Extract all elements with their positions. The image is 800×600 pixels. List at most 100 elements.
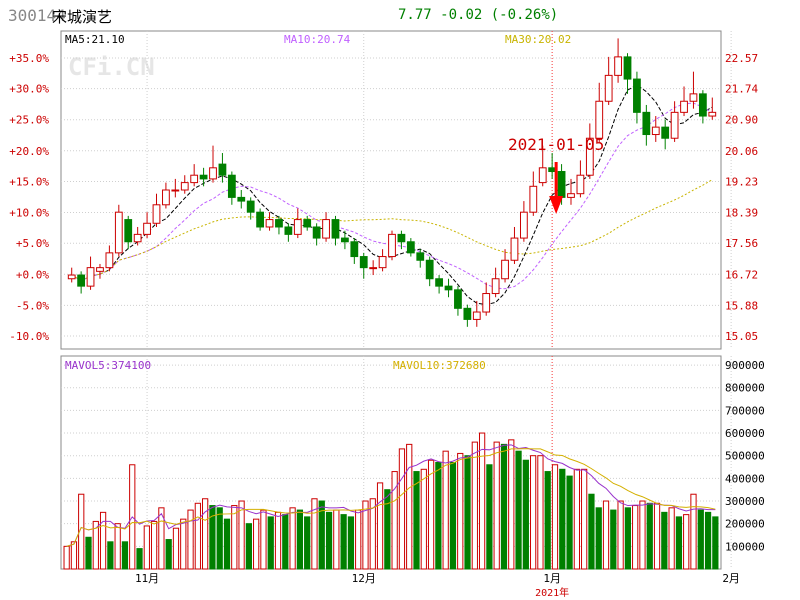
volume-bar-up [530,455,537,570]
candle-up [595,82,604,142]
volume-bar-down [435,462,442,570]
volume-bar-up [114,523,121,570]
candle-up [322,212,330,242]
volume-bar-up [362,500,369,570]
volume-bar-down [296,509,304,570]
volume-bar-down [697,509,704,570]
candle-body [472,311,481,320]
candle-body [331,219,340,239]
ma-legend-ma10: MA10:20.74 [284,33,351,46]
annotation-arrow-head [549,196,564,214]
candle-body [124,219,133,243]
candle-down [350,238,359,264]
candle-body [359,256,368,269]
volume-bar-down [566,475,573,570]
candle-body [661,126,670,139]
candle-up [143,212,151,239]
candle-up [67,267,76,283]
candle-up [519,201,528,242]
candle-body [538,167,547,184]
volume-bar-down [304,516,311,570]
volume-bar-up [639,500,646,570]
candle-body [491,278,500,295]
volume-bar-up [231,505,238,570]
candle-body [435,278,443,287]
pct-tick-label: +10.0% [9,207,49,220]
candle-body [237,196,246,202]
candle-body [604,74,613,102]
volume-bar-up [632,505,639,570]
volume-bar-down [325,511,333,570]
candle-body [265,219,274,228]
volume-tick-label: 300000 [725,495,765,508]
candle-up [190,164,199,187]
volume-bar-up [70,541,78,570]
candle-body [199,174,208,180]
candle-body [463,307,472,320]
volume-bar-down [267,516,274,570]
volume-bar-down [107,541,114,570]
price-change: -0.02 [440,7,483,23]
candle-up [482,282,491,316]
volume-bar-down [449,462,457,570]
volume-bar-down [500,443,508,570]
volume-bar-down [464,455,471,570]
volume-tick-label: 100000 [725,540,765,553]
volume-bar-up [537,455,544,570]
candle-down [416,249,425,268]
candle-body [96,267,104,272]
volume-bar-down [522,459,529,570]
vma5-line [66,444,716,547]
candle-up [567,178,575,205]
volume-bar-up [427,459,435,570]
candle-body [86,267,95,287]
candle-down [406,238,415,257]
pct-tick-label: +0.0% [16,268,49,281]
volume-bar-up [398,448,406,570]
candle-body [689,93,698,102]
candle-up [708,97,717,120]
candle-body [341,237,349,243]
candle-up [162,182,170,209]
volume-bar-up [690,493,697,570]
volume-panel-frame [60,355,722,570]
candle-body [444,285,453,291]
pct-tick-label: +30.0% [9,83,49,96]
volume-bar-down [559,468,566,570]
candle-up [114,204,123,257]
volume-bar-down [704,511,712,570]
volume-bar-up [493,441,500,570]
candle-body [510,237,519,261]
candle-body [67,274,76,280]
candle-down [463,304,472,327]
volume-legend-vma10: MAVOL10:372680 [393,359,486,372]
candle-body [350,241,359,258]
volume-bar-down [216,507,223,570]
candle-down [256,208,265,231]
candle-up [209,145,217,183]
candle-body [698,93,707,117]
candle-down [331,215,340,246]
candle-body [162,189,170,206]
volume-bar-down [223,518,231,570]
candle-body [293,219,302,235]
price-tick-label: 17.56 [725,237,758,250]
candle-down [359,252,368,279]
candle-up [96,263,104,279]
watermark: CFi.CN [68,53,155,81]
volume-bar-down [661,511,668,570]
volume-bar-down [610,509,617,570]
candle-up [105,245,114,272]
stock-code: 300144 [8,6,66,25]
price-tick-label: 19.23 [725,175,758,188]
volume-bar-up [653,502,661,570]
candle-up [529,171,538,216]
candle-body [369,267,378,270]
candle-up [604,56,613,105]
candle-body [218,163,227,176]
candle-body [77,274,86,287]
candle-body [143,222,151,235]
volume-bar-up [602,500,610,570]
candle-down [623,53,632,94]
pct-tick-label: +5.0% [16,237,49,250]
